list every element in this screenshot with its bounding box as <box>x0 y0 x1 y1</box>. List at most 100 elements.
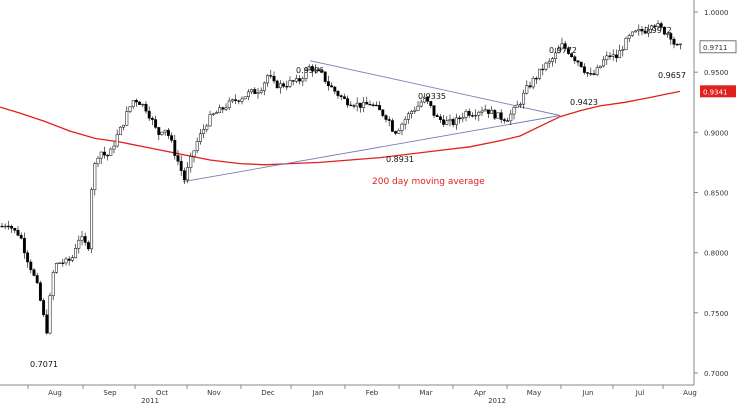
candle-body <box>307 66 311 71</box>
candle-body <box>643 30 647 34</box>
last-price-label: 0.9711 <box>703 44 728 52</box>
candle-body <box>528 85 532 88</box>
candle-body <box>16 230 20 236</box>
candle-body <box>90 189 94 250</box>
candle-body <box>298 78 302 82</box>
x-tick-label: Feb <box>366 389 379 397</box>
candle-body <box>541 68 545 71</box>
candle-body <box>67 258 71 261</box>
candle-body <box>522 92 526 105</box>
candle-body <box>538 68 542 79</box>
candle-body <box>176 155 180 162</box>
candle-body <box>282 83 286 87</box>
candle-body <box>29 261 33 271</box>
candle-body <box>266 75 270 84</box>
candle-body <box>579 61 583 68</box>
candle-body <box>80 236 84 241</box>
candle-body <box>547 61 551 64</box>
candle-body <box>358 102 362 108</box>
y-tick-label: 0.9500 <box>704 69 729 77</box>
candle-body <box>470 115 474 117</box>
x-tick-label: May <box>527 389 541 397</box>
candle-body <box>170 135 174 141</box>
candle-body <box>195 141 199 152</box>
x-tick-label: Oct <box>156 389 168 397</box>
candle-body <box>150 117 154 120</box>
candle-body <box>99 151 103 159</box>
ma-price-label: 0.9341 <box>703 88 728 96</box>
x-tick-label: Dec <box>261 389 275 397</box>
candle-body <box>678 43 682 46</box>
x-tick-label: Jan <box>312 389 324 397</box>
candle-body <box>326 81 330 86</box>
candle-body <box>371 104 375 106</box>
candle-body <box>253 89 257 94</box>
candle-body <box>403 119 407 125</box>
candle-body <box>416 105 420 111</box>
candle-body <box>288 80 292 87</box>
candle-body <box>224 107 228 110</box>
candle-body <box>227 100 231 109</box>
candle-body <box>218 107 222 113</box>
annotation-label: 0.9657 <box>658 71 686 80</box>
annotation-label: 0.9772 <box>549 46 577 55</box>
candle-body <box>637 29 641 32</box>
candle-body <box>330 85 334 88</box>
y-tick-label: 0.7500 <box>704 310 729 318</box>
price-candles <box>0 20 682 335</box>
candle-body <box>19 235 23 239</box>
candle-body <box>138 101 142 105</box>
candle-body <box>314 69 318 72</box>
candle-body <box>352 105 356 107</box>
candle-body <box>38 282 42 301</box>
candle-body <box>458 117 462 120</box>
candle-body <box>323 71 327 82</box>
candle-body <box>154 119 158 128</box>
candle-body <box>406 113 410 120</box>
price-annotations: 0.7071 0.9596 0.9335 0.8931 0.9772 0.9423 0.99… <box>30 26 686 369</box>
candle-body <box>157 127 161 135</box>
candle-body <box>611 54 615 57</box>
candle-body <box>608 55 612 57</box>
candle-body <box>122 124 126 128</box>
candle-body <box>451 119 455 125</box>
candle-body <box>173 139 177 156</box>
candle-body <box>211 113 215 116</box>
candle-body <box>566 48 570 54</box>
x-tick-label: Jul <box>635 389 645 397</box>
candle-body <box>278 83 282 89</box>
candle-body <box>518 103 522 106</box>
candle-body <box>61 262 65 264</box>
candle-body <box>77 239 81 249</box>
candle-body <box>394 131 398 134</box>
candle-body <box>26 252 30 263</box>
x-axis: Aug Sep Oct Nov Dec Jan Feb Mar Apr May Jun Jul Aug 2… <box>27 385 697 405</box>
x-tick-label: Nov <box>207 389 221 397</box>
candle-body <box>390 120 394 132</box>
y-tick-label: 0.7000 <box>704 370 729 378</box>
candle-body <box>429 101 433 106</box>
trend-line <box>182 115 561 183</box>
last-price-tag <box>699 40 737 54</box>
candle-body <box>250 89 254 93</box>
candle-body <box>182 170 186 181</box>
candle-body <box>109 148 113 156</box>
candle-body <box>480 110 484 113</box>
candle-body <box>467 110 471 116</box>
candle-body <box>336 91 340 96</box>
candle-body <box>435 115 439 118</box>
candle-body <box>365 101 369 105</box>
moving-average-line <box>0 90 681 166</box>
candle-body <box>483 109 487 112</box>
candle-body <box>474 114 478 117</box>
candle-body <box>525 85 529 94</box>
candle-body <box>35 275 39 284</box>
candle-body <box>272 76 276 82</box>
candle-body <box>275 80 279 89</box>
ma-price-tag <box>700 85 736 98</box>
candle-body <box>544 62 548 70</box>
candle-body <box>387 119 391 121</box>
candle-body <box>602 59 606 67</box>
y-tick-label: 1.0000 <box>704 9 729 17</box>
candle-body <box>464 110 468 118</box>
